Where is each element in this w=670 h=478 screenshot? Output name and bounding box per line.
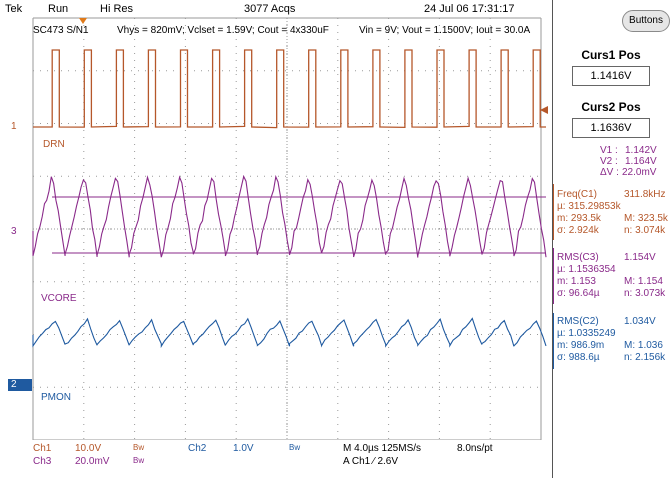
meas1-accent [553,184,554,240]
meas1-mean: µ: 315.29853k [557,201,621,212]
meas3-mean: µ: 1.0335249 [557,328,616,339]
brand-label: Tek [5,3,23,15]
params-right: Vin = 9V; Vout = 1.1500V; Iout = 30.0A [359,25,531,36]
scope-screen [32,17,548,440]
meas1-stddev: σ: 2.924k [557,225,599,236]
ch3-ground-marker[interactable]: 3 [11,226,17,237]
ch3-trace [32,174,547,258]
curs1-title: Curs1 Pos [581,48,641,62]
meas1-title: Freq(C1) [557,189,598,200]
run-state[interactable]: Run [48,3,69,15]
meas3-min: m: 986.9m [557,340,605,351]
meas2-stddev: σ: 96.64µ [557,288,600,299]
ch2-marker-text: 2 [11,379,17,390]
curs1-pos-field[interactable]: 1.1416V [572,66,650,86]
ch2-ground-marker[interactable]: 2 [8,379,32,391]
ch1-label[interactable]: Ch1 [33,443,52,454]
meas1-min: m: 293.5k [557,213,601,224]
meas2-count: n: 3.073k [624,288,666,299]
status-bar: Tek Run Hi Res 3077 Acqs 24 Jul 06 17:31… [0,0,552,20]
trigger-setting[interactable]: A Ch1 ⁄ 2.6V [343,456,399,467]
meas1-max: M: 323.5k [624,213,668,224]
delta-v-value: 22.0mV [622,167,657,178]
params-left: Vhys = 820mV; Vclset = 1.59V; Cout = 4x3… [117,25,329,36]
pmon-label: PMON [41,392,71,403]
trigger-position-marker [79,18,87,24]
buttons-toggle-button[interactable]: Buttons [622,10,670,32]
ch2-label[interactable]: Ch2 [188,443,207,454]
curs2-title: Curs2 Pos [581,100,641,114]
meas2-min: m: 1.153 [557,276,596,287]
v2-label: V2 : [600,156,618,167]
curs2-pos-field[interactable]: 1.1636V [572,118,650,138]
timebase[interactable]: M 4.0µs 125MS/s [343,443,422,454]
graticule [32,17,542,440]
ch3-scale[interactable]: 20.0mV [75,456,110,467]
ch1-scale[interactable]: 10.0V [75,443,102,454]
delta-v-label: ΔV : [600,167,619,178]
meas3-title: RMS(C2) [557,316,599,327]
drn-label: DRN [43,139,65,150]
trigger-level-marker [540,106,548,114]
meas3-count: n: 2.156k [624,352,666,363]
acq-mode: Hi Res [100,3,134,15]
meas2-accent [553,248,554,304]
ch2-trace [32,317,547,349]
v2-value: 1.164V [625,156,657,167]
vcore-label: VCORE [41,293,77,304]
v1-label: V1 : [600,145,618,156]
meas3-value: 1.034V [624,316,656,327]
sample-interval: 8.0ns/pt [457,443,493,454]
meas2-max: M: 1.154 [624,276,663,287]
meas3-stddev: σ: 988.6µ [557,352,600,363]
v1-value: 1.142V [625,145,657,156]
device-label: SC473 S/N1 [33,25,89,36]
meas3-accent [553,313,554,369]
ch3-bw: Bw [133,456,145,465]
meas1-count: n: 3.074k [624,225,666,236]
meas2-value: 1.154V [624,252,656,263]
ch1-ground-marker[interactable]: 1 [11,121,17,132]
meas3-max: M: 1.036 [624,340,663,351]
datetime: 24 Jul 06 17:31:17 [424,3,515,15]
meas2-mean: µ: 1.1536354 [557,264,616,275]
meas2-title: RMS(C3) [557,252,599,263]
ch3-label[interactable]: Ch3 [33,456,52,467]
acq-count: 3077 Acqs [244,3,296,15]
ch1-trace [33,49,546,129]
meas1-value: 311.8kHz [624,189,666,200]
ch2-scale[interactable]: 1.0V [233,443,254,454]
ch2-bw: Bw [289,443,301,452]
ch1-bw: Bw [133,443,145,452]
